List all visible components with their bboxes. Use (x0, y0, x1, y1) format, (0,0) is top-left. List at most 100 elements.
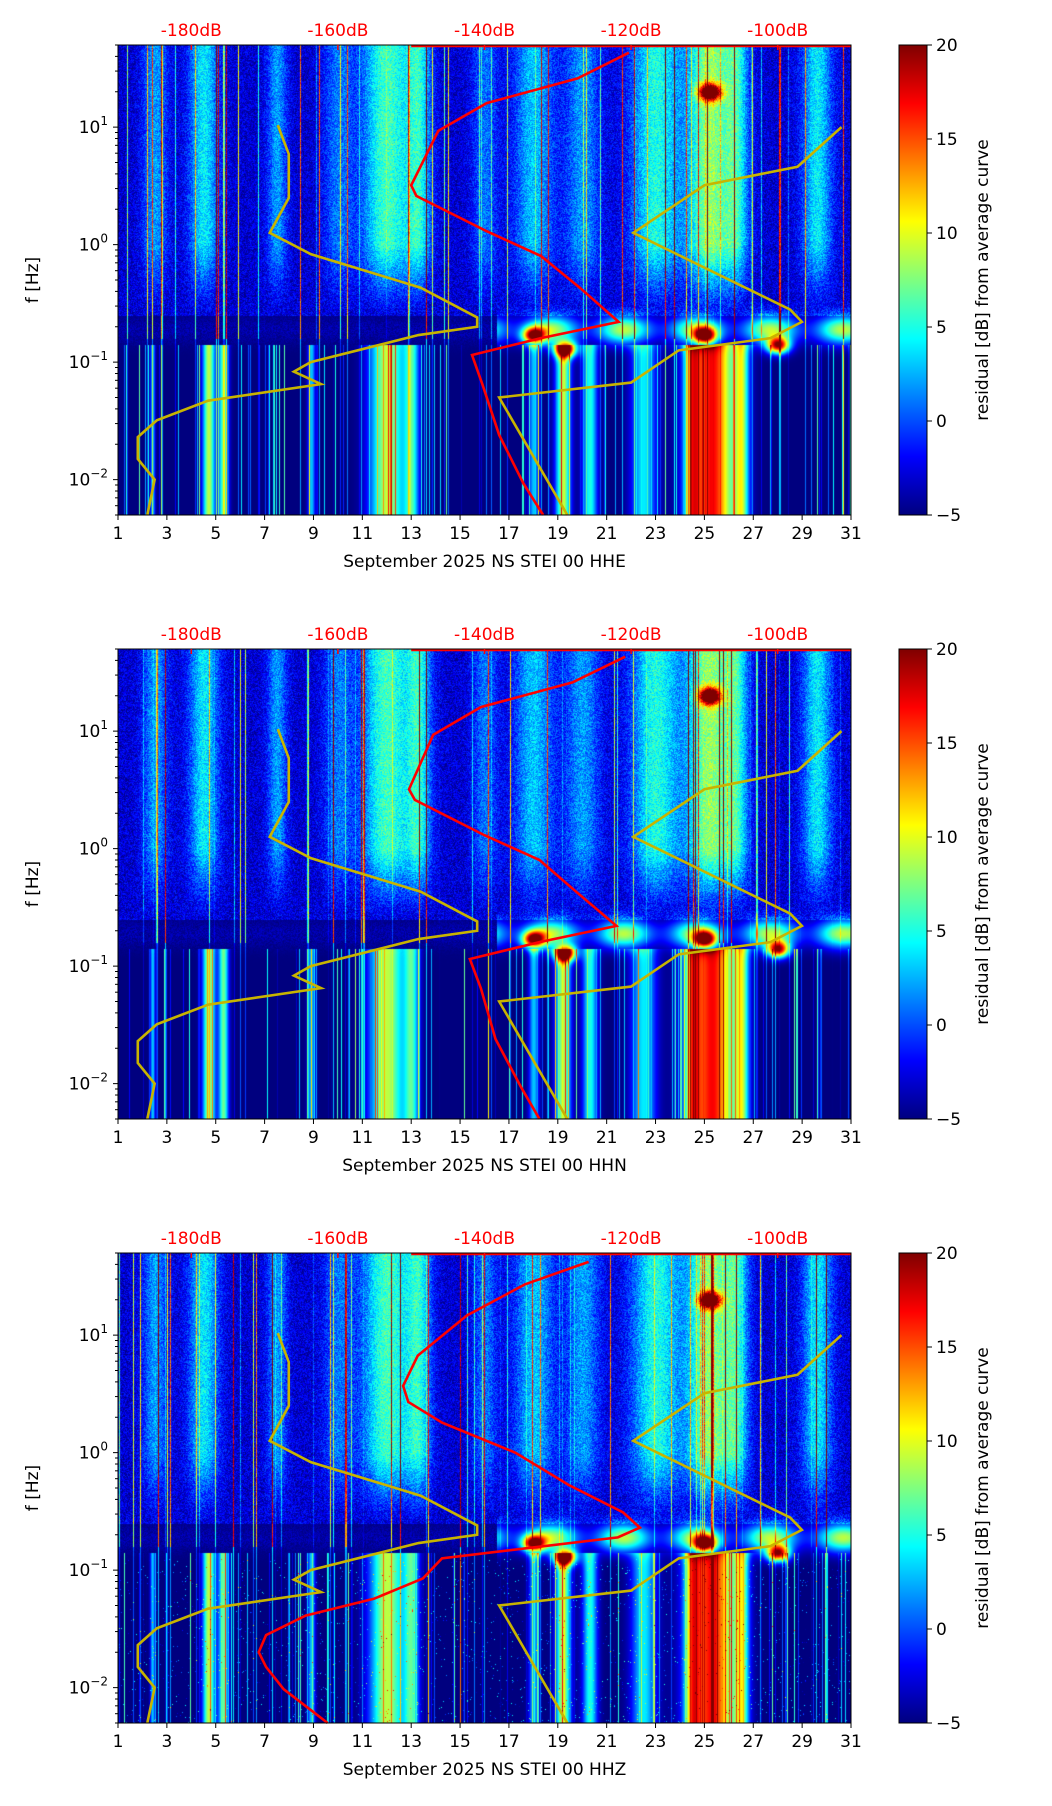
x-axis-label: September 2025 NS STEI 00 HHE (343, 552, 626, 572)
x-tick-label: 3 (161, 1732, 172, 1752)
model-noise-high-curve (497, 126, 843, 516)
x-tick-label: 23 (645, 1732, 667, 1752)
model-noise-low-curve (136, 1332, 479, 1724)
x-tick-label: 15 (449, 1732, 471, 1752)
psd-average-curve (409, 51, 630, 516)
y-tick-label: 100 (79, 836, 108, 860)
top-db-label: -160dB (307, 21, 368, 41)
y-tick-base: 10 (79, 1326, 101, 1346)
colorbar-label: residual [dB] from average curve (973, 743, 993, 1024)
y-tick-exponent: 1 (100, 718, 108, 732)
y-tick-base: 10 (69, 353, 91, 373)
y-tick-label: 101 (79, 1322, 108, 1346)
x-tick-label: 23 (645, 524, 667, 544)
y-tick-label: 10−1 (69, 1557, 108, 1581)
y-tick-base: 10 (69, 957, 91, 977)
x-tick-label: 31 (840, 1128, 862, 1148)
y-axis-label: f [Hz] (23, 861, 43, 907)
colorbar-tick-label: 0 (936, 412, 947, 432)
x-tick-label: 27 (742, 1732, 764, 1752)
x-tick-label: 11 (352, 1128, 374, 1148)
colorbar (898, 1252, 928, 1724)
y-tick-label: 101 (79, 114, 108, 138)
x-tick-label: 3 (161, 1128, 172, 1148)
colorbar-label: residual [dB] from average curve (973, 139, 993, 420)
y-tick-exponent: 1 (100, 1322, 108, 1336)
x-tick-label: 5 (210, 524, 221, 544)
colorbar-tick-label: 10 (936, 224, 958, 244)
y-tick-exponent: −2 (90, 467, 108, 481)
x-tick-label: 9 (308, 1732, 319, 1752)
x-axis-label: September 2025 NS STEI 00 HHZ (343, 1760, 627, 1780)
x-tick-label: 19 (547, 1732, 569, 1752)
x-tick-label: 5 (210, 1128, 221, 1148)
y-tick-base: 10 (69, 1679, 91, 1699)
y-tick-exponent: 0 (100, 232, 108, 246)
x-tick-label: 9 (308, 524, 319, 544)
top-db-label: -180dB (161, 625, 222, 645)
top-db-label: -160dB (307, 625, 368, 645)
spectrogram-panel-2: 1 3 5 7 9 11 13 15 17 19 21 23 25 27 29 31 September 202… (0, 604, 1052, 1208)
colorbar-label: residual [dB] from average curve (973, 1347, 993, 1628)
y-tick-exponent: −1 (90, 349, 108, 363)
y-tick-exponent: 0 (100, 836, 108, 850)
plot-frame (117, 1252, 852, 1724)
colorbar-tick-label: −5 (936, 1110, 961, 1130)
colorbar-tick-label: 15 (936, 734, 958, 754)
x-tick-label: 29 (791, 524, 813, 544)
x-tick-label: 11 (352, 524, 374, 544)
colorbar-tick-label: 15 (936, 1338, 958, 1358)
y-tick-base: 10 (69, 471, 91, 491)
top-db-label: -160dB (307, 1229, 368, 1249)
x-tick-label: 1 (113, 524, 124, 544)
y-tick-base: 10 (79, 118, 101, 138)
y-tick-label: 10−2 (69, 1071, 108, 1095)
x-tick-label: 1 (113, 1732, 124, 1752)
x-tick-label: 17 (498, 1732, 520, 1752)
x-tick-label: 27 (742, 1128, 764, 1148)
top-db-label: -120dB (601, 21, 662, 41)
colorbar-tick-label: 20 (936, 1244, 958, 1264)
colorbar-tick-label: 15 (936, 130, 958, 150)
x-tick-label: 13 (400, 1732, 422, 1752)
top-db-label: -100dB (747, 625, 808, 645)
y-tick-label: 100 (79, 232, 108, 256)
y-tick-base: 10 (79, 1444, 101, 1464)
model-noise-low-curve (136, 728, 479, 1120)
x-tick-label: 21 (596, 1128, 618, 1148)
top-db-label: -180dB (161, 21, 222, 41)
y-tick-base: 10 (79, 840, 101, 860)
colorbar-tick-label: 0 (936, 1016, 947, 1036)
colorbar-tick-label: 5 (936, 922, 947, 942)
x-tick-label: 27 (742, 524, 764, 544)
model-noise-low-curve (136, 124, 479, 516)
y-tick-exponent: −1 (90, 1557, 108, 1571)
model-noise-high-curve (497, 730, 843, 1120)
x-tick-label: 9 (308, 1128, 319, 1148)
x-axis-label: September 2025 NS STEI 00 HHN (342, 1156, 627, 1176)
x-tick-label: 7 (259, 1128, 270, 1148)
x-tick-label: 7 (259, 524, 270, 544)
x-tick-label: 3 (161, 524, 172, 544)
x-tick-label: 15 (449, 524, 471, 544)
x-tick-label: 19 (547, 1128, 569, 1148)
x-tick-label: 29 (791, 1732, 813, 1752)
x-tick-label: 13 (400, 524, 422, 544)
spectrogram-panel-1: 1 3 5 7 9 11 13 15 17 19 21 23 25 27 29 31 September 202… (0, 0, 1052, 604)
plot-frame (117, 648, 852, 1120)
x-tick-label: 25 (694, 1732, 716, 1752)
x-tick-label: 25 (694, 1128, 716, 1148)
y-tick-base: 10 (69, 1561, 91, 1581)
top-db-label: -180dB (161, 1229, 222, 1249)
top-db-label: -140dB (454, 625, 515, 645)
colorbar (898, 44, 928, 516)
y-tick-exponent: −1 (90, 953, 108, 967)
colorbar (898, 648, 928, 1120)
colorbar-tick-label: 20 (936, 640, 958, 660)
top-db-label: -140dB (454, 21, 515, 41)
y-axis-label: f [Hz] (23, 1465, 43, 1511)
colorbar-tick-label: −5 (936, 506, 961, 526)
y-tick-label: 100 (79, 1440, 108, 1464)
